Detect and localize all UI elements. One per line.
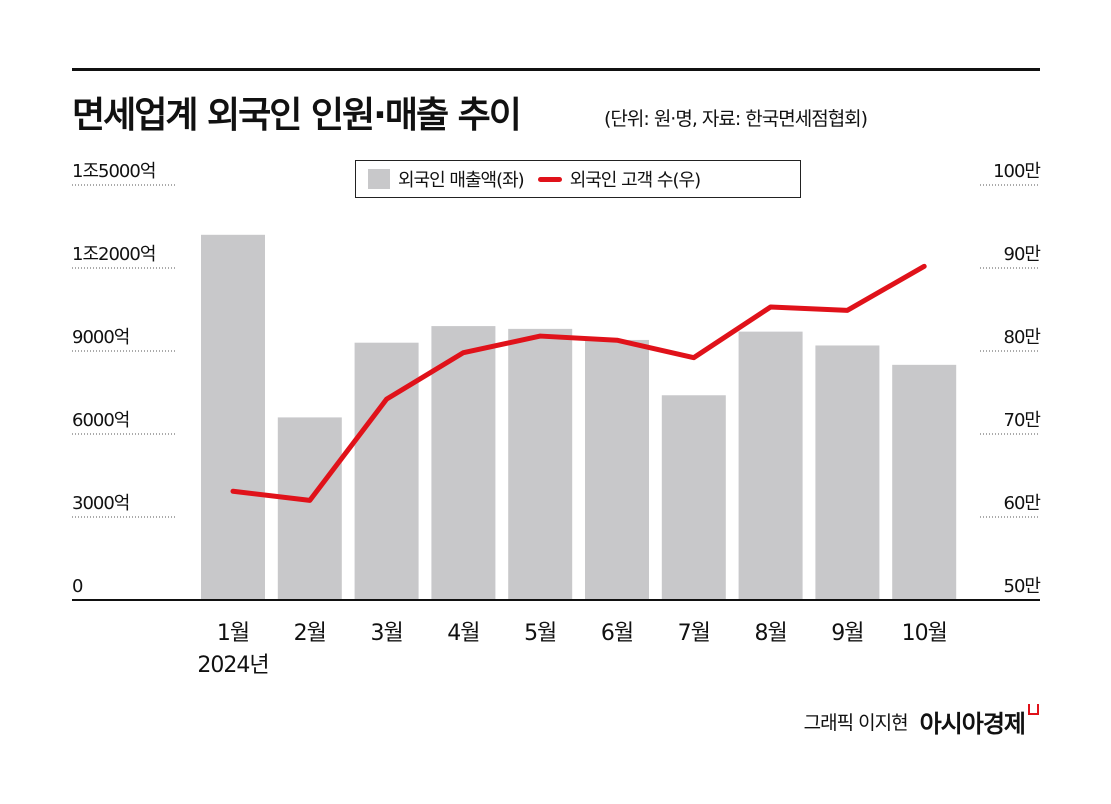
legend-bar-label: 외국인 매출액(좌) — [398, 170, 525, 191]
x-tick-label: 2월 — [294, 621, 326, 646]
x-tick-label: 3월 — [370, 621, 402, 646]
left-tick-label: 6000억 — [72, 410, 129, 431]
year-label: 2024년 — [197, 653, 268, 678]
bar-7월 — [661, 395, 726, 600]
left-tick-label: 3000억 — [72, 493, 129, 514]
legend-bar-swatch — [368, 169, 390, 189]
left-tick-label: 1조5000억 — [72, 161, 155, 182]
right-tick-label: 50만 — [1004, 576, 1041, 597]
chart-title: 면세업계 외국인 인원·매출 추이 — [72, 95, 522, 136]
legend-line-label: 외국인 고객 수(우) — [569, 170, 701, 191]
bar-3월 — [354, 342, 419, 600]
bar-1월 — [201, 234, 265, 601]
x-tick-label: 4월 — [447, 621, 479, 646]
top-rule — [72, 68, 1040, 71]
logo-text: 아시아경제 — [919, 710, 1026, 738]
bar-10월 — [892, 364, 957, 600]
left-tick-label: 0 — [72, 576, 83, 597]
left-tick-label: 1조2000억 — [72, 244, 155, 265]
x-tick-label: 7월 — [678, 621, 710, 646]
right-tick-label: 60만 — [1004, 493, 1041, 514]
publisher-logo: 아시아경제 — [920, 704, 1039, 739]
bar-9월 — [815, 345, 880, 600]
x-tick-label: 10월 — [902, 621, 947, 646]
bar-5월 — [508, 328, 573, 600]
left-tick-label: 9000억 — [72, 327, 129, 348]
bar-2월 — [277, 417, 342, 600]
legend-line-swatch — [537, 176, 562, 182]
bar-8월 — [738, 331, 803, 600]
chart-subtitle: (단위: 원·명, 자료: 한국면세점협회) — [604, 108, 868, 130]
right-tick-label: 70만 — [1004, 410, 1041, 431]
x-tick-label: 9월 — [831, 621, 863, 646]
x-tick-label: 1월 — [217, 621, 249, 646]
right-tick-label: 90만 — [1004, 244, 1041, 265]
x-tick-label: 8월 — [754, 621, 786, 646]
logo-mark-icon — [1028, 704, 1039, 715]
x-tick-label: 6월 — [601, 621, 633, 646]
footer: 그래픽 이지현 아시아경제 — [804, 704, 1039, 739]
graphic-credit: 그래픽 이지현 — [803, 712, 909, 734]
customer-count-line — [230, 263, 927, 503]
right-tick-label: 80만 — [1004, 327, 1041, 348]
x-tick-label: 5월 — [524, 621, 556, 646]
right-tick-label: 100만 — [993, 161, 1040, 182]
bar-6월 — [585, 339, 649, 600]
bar-4월 — [431, 326, 496, 600]
legend: 외국인 매출액(좌) 외국인 고객 수(우) — [355, 160, 801, 198]
